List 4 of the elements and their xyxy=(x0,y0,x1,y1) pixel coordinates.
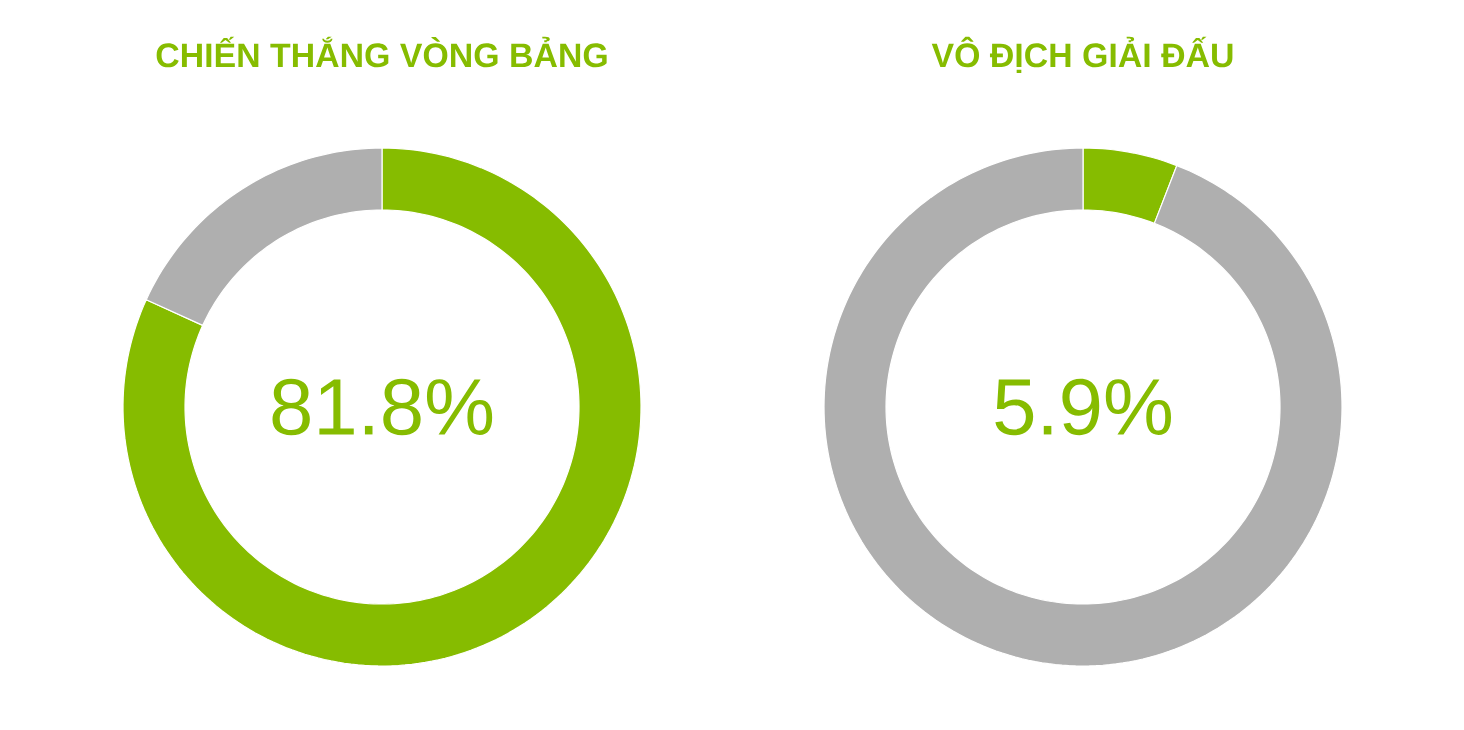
chart-title: CHIẾN THẮNG VÒNG BẢNG xyxy=(156,36,607,68)
text: 81.8% xyxy=(272,378,493,436)
text: 5.9% xyxy=(995,378,1171,436)
chart-title: VÔ ĐỊCH GIẢI ĐẤU xyxy=(931,36,1233,74)
